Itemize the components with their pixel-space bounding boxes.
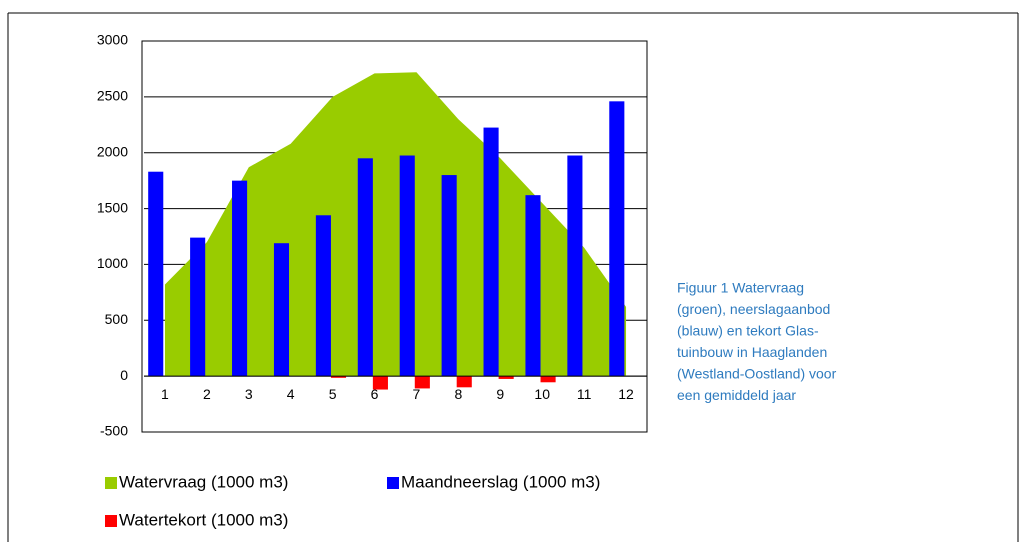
x-tick-label: 5 <box>329 386 337 402</box>
y-tick-label: 1000 <box>97 255 128 271</box>
bar <box>399 155 415 377</box>
bar <box>273 243 290 377</box>
y-tick-label: 1500 <box>97 199 128 215</box>
bar <box>567 155 583 377</box>
x-tick-label: 10 <box>534 386 550 402</box>
caption-line: (groen), neerslagaanbod <box>677 301 830 317</box>
caption-line: (Westland-Oostland) voor <box>677 366 837 382</box>
bar <box>441 175 457 377</box>
bar <box>483 127 499 377</box>
plot-border <box>141 40 648 433</box>
y-tick-label: 500 <box>105 311 129 327</box>
y-tick-label: 0 <box>120 367 128 383</box>
x-tick-label: 2 <box>203 386 211 402</box>
bar <box>148 171 164 377</box>
bar <box>456 376 472 388</box>
bar <box>540 376 556 383</box>
x-tick-label: 12 <box>618 386 634 402</box>
legend-label: Watervraag (1000 m3) <box>119 472 288 491</box>
bar <box>414 376 430 389</box>
x-tick-label: 11 <box>577 386 592 402</box>
y-tick-label: -500 <box>100 423 128 439</box>
bar <box>525 195 541 377</box>
caption-line: tuinbouw in Haaglanden <box>677 344 827 360</box>
caption-line: Figuur 1 Watervraag <box>677 280 804 296</box>
x-tick-label: 3 <box>245 386 253 402</box>
y-tick-label: 3000 <box>97 32 128 48</box>
y-tick-label: 2500 <box>97 88 128 104</box>
x-tick-label: 8 <box>454 386 462 402</box>
legend-swatch <box>105 515 117 527</box>
bar <box>315 215 331 377</box>
bar <box>372 376 388 390</box>
x-tick-label: 7 <box>413 386 421 402</box>
bar <box>232 180 248 377</box>
bar <box>357 158 373 377</box>
legend-swatch <box>105 477 117 489</box>
bar <box>330 376 347 378</box>
legend-label: Watertekort (1000 m3) <box>119 510 288 529</box>
x-tick-label: 6 <box>371 386 379 402</box>
y-tick-label: 2000 <box>97 143 128 159</box>
caption-line: (blauw) en tekort Glas- <box>677 323 819 339</box>
x-tick-label: 9 <box>496 386 504 402</box>
legend-label: Maandneerslag (1000 m3) <box>401 472 600 491</box>
bar <box>498 376 514 379</box>
x-tick-label: 4 <box>287 386 295 402</box>
bar <box>190 237 206 377</box>
bar <box>609 101 625 377</box>
caption-line: een gemiddeld jaar <box>677 387 796 403</box>
legend-swatch <box>387 477 399 489</box>
x-tick-label: 1 <box>161 386 169 402</box>
